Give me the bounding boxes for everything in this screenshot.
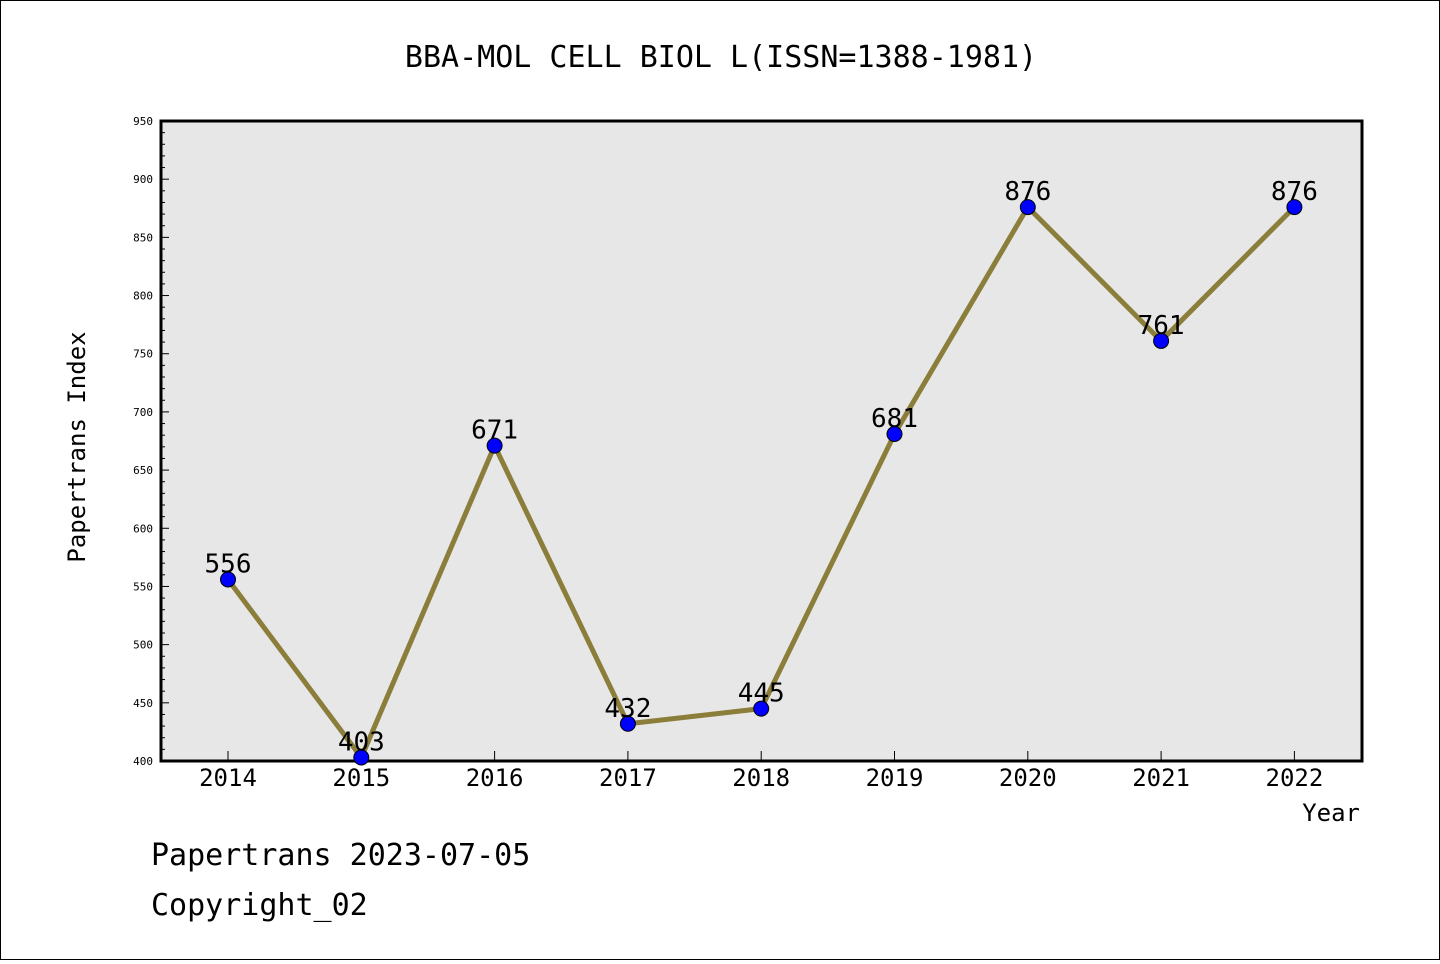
data-point xyxy=(1286,199,1303,216)
y-tick-label: 450 xyxy=(133,697,153,710)
y-tick-label: 850 xyxy=(133,231,153,244)
y-tick-label: 550 xyxy=(133,580,153,593)
y-tick-label: 900 xyxy=(133,173,153,186)
x-tick-label: 2014 xyxy=(199,764,257,792)
data-label: 876 xyxy=(1271,177,1318,207)
y-tick-label: 700 xyxy=(133,406,153,419)
data-label: 556 xyxy=(205,549,252,579)
y-tick-label: 400 xyxy=(133,755,153,768)
x-tick-label: 2017 xyxy=(599,764,657,792)
data-point xyxy=(1019,199,1036,216)
data-label: 876 xyxy=(1004,177,1051,207)
x-tick-label: 2021 xyxy=(1132,764,1190,792)
data-label: 432 xyxy=(604,694,651,724)
footer-copyright: Copyright_02 xyxy=(151,888,368,923)
x-tick-label: 2022 xyxy=(1266,764,1324,792)
data-label: 681 xyxy=(871,404,918,434)
y-tick-label: 950 xyxy=(133,115,153,128)
y-tick-label: 800 xyxy=(133,290,153,303)
chart-title: BBA-MOL CELL BIOL L(ISSN=1388-1981) xyxy=(405,40,1037,75)
data-label: 761 xyxy=(1138,311,1185,341)
series-group: 556 403 671 432 445 681 876 761 876 xyxy=(205,177,1318,766)
y-tick-label: 750 xyxy=(133,348,153,361)
data-point xyxy=(1153,332,1170,349)
data-point xyxy=(886,426,903,443)
data-label: 445 xyxy=(738,679,785,709)
x-axis-label: Year xyxy=(1302,799,1360,827)
y-tick-label: 600 xyxy=(133,522,153,535)
x-tick-label: 2019 xyxy=(866,764,924,792)
x-axis: 2014 2015 2016 2017 2018 2019 2020 2021 2022 xyxy=(199,751,1323,792)
data-label: 403 xyxy=(338,728,385,758)
data-point xyxy=(753,700,770,717)
y-tick-label: 500 xyxy=(133,639,153,652)
y-axis: 400 450 500 550 600 650 700 750 800 850 900 950 xyxy=(133,115,169,768)
x-tick-label: 2016 xyxy=(466,764,524,792)
plot-area xyxy=(159,119,1364,763)
data-point xyxy=(220,571,236,588)
y-axis-label: Papertrans Index xyxy=(63,331,91,562)
x-tick-label: 2018 xyxy=(732,764,790,792)
data-point xyxy=(619,715,636,732)
data-label: 671 xyxy=(471,416,518,446)
x-tick-label: 2020 xyxy=(999,764,1057,792)
data-point xyxy=(486,437,503,454)
y-tick-label: 650 xyxy=(133,464,153,477)
x-tick-label: 2015 xyxy=(332,764,390,792)
data-point xyxy=(353,749,370,766)
footer-date: Papertrans 2023-07-05 xyxy=(151,838,530,873)
